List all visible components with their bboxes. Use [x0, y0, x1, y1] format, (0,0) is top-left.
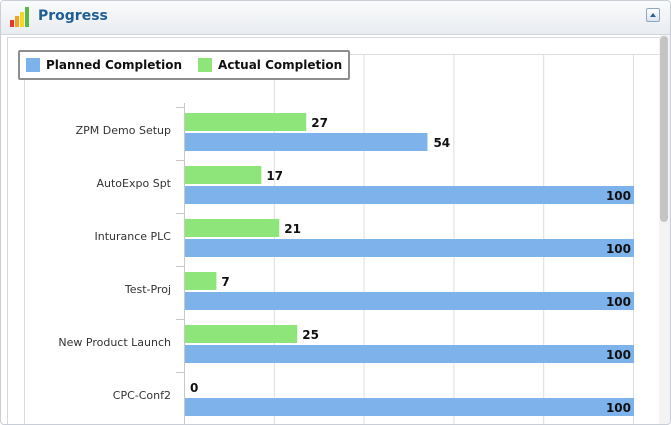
- actual-bar: [185, 219, 280, 237]
- chart-legend: Planned Completion Actual Completion: [18, 50, 351, 80]
- actual-bar: [185, 272, 217, 290]
- planned-swatch: [26, 58, 40, 72]
- planned-bar: [185, 239, 634, 257]
- planned-bar: [185, 398, 634, 416]
- planned-bar: [185, 345, 634, 363]
- widget-header: Progress: [1, 1, 670, 35]
- actual-bar: [185, 166, 262, 184]
- actual-swatch: [198, 58, 213, 72]
- legend-planned-label: Planned Completion: [46, 58, 183, 72]
- actual-value-label: 17: [266, 169, 283, 183]
- legend-item-planned[interactable]: Planned Completion: [26, 58, 182, 72]
- planned-value-label: 100: [606, 242, 631, 256]
- planned-value-label: 100: [606, 189, 631, 203]
- category-label: CPC-Conf2: [113, 389, 171, 402]
- planned-bar: [185, 292, 634, 310]
- scrollbar-thumb[interactable]: [660, 36, 668, 222]
- widget-title: Progress: [38, 8, 108, 24]
- bar-chart-icon: [9, 6, 33, 32]
- actual-value-label: 27: [311, 116, 328, 130]
- category-label: Inturance PLC: [95, 230, 172, 243]
- actual-value-label: 7: [221, 275, 229, 289]
- actual-bar: [185, 325, 298, 343]
- planned-value-label: 100: [606, 348, 631, 362]
- planned-bar: [185, 186, 634, 204]
- planned-value-label: 54: [433, 136, 450, 150]
- planned-value-label: 100: [606, 295, 631, 309]
- actual-value-label: 0: [190, 381, 198, 395]
- planned-value-label: 100: [606, 401, 631, 415]
- actual-value-label: 25: [302, 328, 319, 342]
- chart-plot-area: ZPM Demo Setup 27 54 AutoExpo Spt 17 100 Intur…: [24, 54, 659, 424]
- chart-container: ZPM Demo Setup 27 54 AutoExpo Spt 17 100 Intur…: [7, 37, 660, 424]
- category-label: ZPM Demo Setup: [76, 124, 171, 137]
- legend-actual-label: Actual Completion: [218, 58, 343, 72]
- actual-bar: [185, 113, 307, 131]
- legend-item-actual[interactable]: Actual Completion: [198, 58, 342, 72]
- collapse-up-icon[interactable]: [646, 8, 660, 22]
- planned-bar: [185, 133, 428, 151]
- vertical-scrollbar[interactable]: [659, 35, 670, 424]
- progress-chart: ZPM Demo Setup 27 54 AutoExpo Spt 17 100 Intur…: [58, 55, 634, 424]
- category-label: New Product Launch: [58, 336, 171, 349]
- actual-value-label: 21: [284, 222, 301, 236]
- category-label: Test-Proj: [124, 283, 171, 296]
- category-label: AutoExpo Spt: [97, 177, 172, 190]
